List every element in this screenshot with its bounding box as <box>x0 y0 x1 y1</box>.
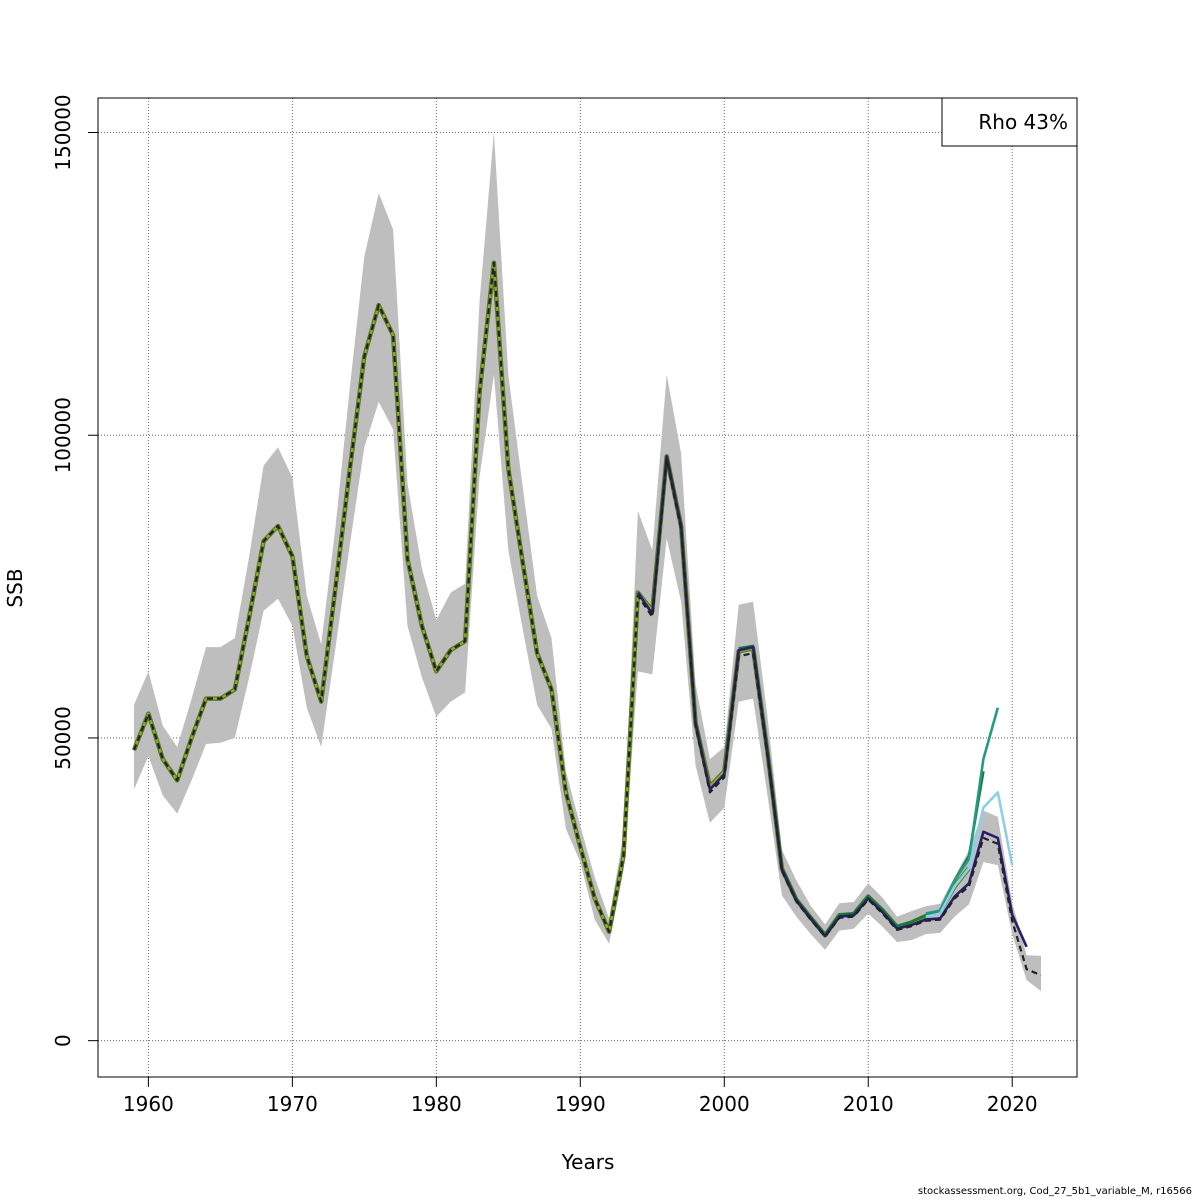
y-tick-label-150000: 150000 <box>51 94 75 170</box>
confidence-band <box>134 132 1041 991</box>
x-tick-label-2020: 2020 <box>987 1092 1038 1116</box>
series-line-peel3 <box>925 707 1000 915</box>
x-tick-label-1990: 1990 <box>555 1092 606 1116</box>
legend: Rho 43% <box>941 97 1078 147</box>
y-axis-label: SSB <box>3 568 27 607</box>
footer-source-note: stockassessment.org, Cod_27_5b1_variable… <box>917 1186 1192 1197</box>
y-tick-label-100000: 100000 <box>51 397 75 473</box>
axes: 1960 1970 1980 1990 2000 2010 2020 0 50000 100000… <box>51 94 1038 1116</box>
legend-box <box>941 97 1078 147</box>
legend-entry-rho: Rho 43% <box>978 110 1068 134</box>
confidence-band-layer <box>134 132 1041 991</box>
x-tick-label-1980: 1980 <box>411 1092 462 1116</box>
x-axis-label: Years <box>561 1150 615 1174</box>
y-tick-label-50000: 50000 <box>51 706 75 770</box>
y-tick-label-0: 0 <box>51 1034 75 1047</box>
series-layer <box>131 260 1042 977</box>
x-tick-label-1970: 1970 <box>267 1092 318 1116</box>
x-tick-label-2010: 2010 <box>843 1092 894 1116</box>
x-tick-label-2000: 2000 <box>699 1092 750 1116</box>
series-line-peel2 <box>925 791 1014 918</box>
series-line-final <box>132 261 1042 977</box>
x-tick-label-1960: 1960 <box>123 1092 174 1116</box>
